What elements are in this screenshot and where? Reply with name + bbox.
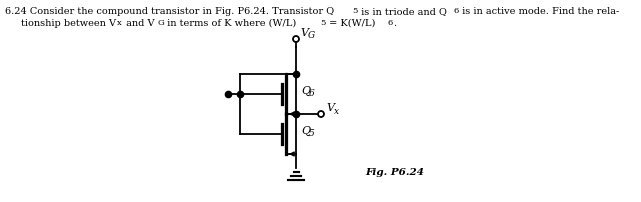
Text: Fig. P6.24: Fig. P6.24 bbox=[365, 168, 424, 177]
Text: 6: 6 bbox=[388, 19, 393, 27]
Text: x: x bbox=[334, 106, 339, 115]
Text: = K(W/L): = K(W/L) bbox=[326, 19, 376, 28]
Text: V: V bbox=[326, 102, 334, 113]
Text: .: . bbox=[393, 19, 396, 28]
Text: 6.24 Consider the compound transistor in Fig. P6.24. Transistor Q: 6.24 Consider the compound transistor in… bbox=[5, 7, 334, 16]
Text: x: x bbox=[117, 19, 122, 27]
Text: G: G bbox=[158, 19, 165, 27]
Text: tionship between V: tionship between V bbox=[21, 19, 116, 28]
Text: is in triode and Q: is in triode and Q bbox=[358, 7, 447, 16]
Text: 6: 6 bbox=[309, 89, 315, 98]
Text: Q: Q bbox=[301, 125, 310, 135]
Text: is in active mode. Find the rela-: is in active mode. Find the rela- bbox=[459, 7, 619, 16]
Text: in terms of K where (W/L): in terms of K where (W/L) bbox=[164, 19, 296, 28]
Text: Q: Q bbox=[301, 85, 310, 96]
Text: and V: and V bbox=[123, 19, 154, 28]
Text: G: G bbox=[308, 31, 315, 40]
Text: 5: 5 bbox=[309, 129, 315, 138]
Text: 6: 6 bbox=[453, 7, 458, 15]
Text: 5: 5 bbox=[320, 19, 326, 27]
Text: V: V bbox=[300, 28, 308, 38]
Text: 5: 5 bbox=[352, 7, 358, 15]
